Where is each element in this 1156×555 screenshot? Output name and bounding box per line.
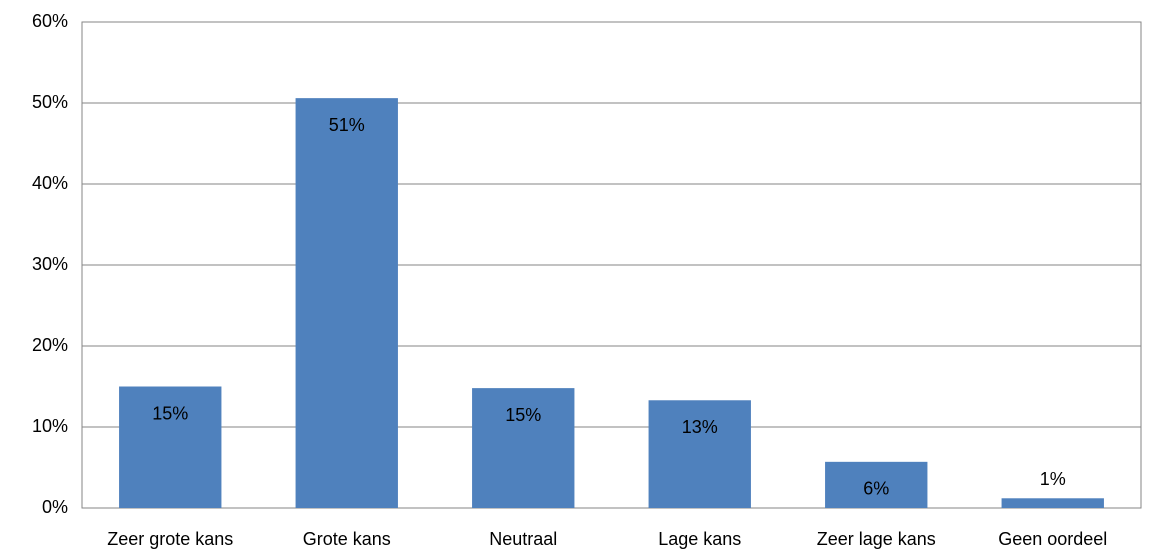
x-tick-label: Zeer lage kans bbox=[817, 529, 936, 549]
x-tick-label: Lage kans bbox=[658, 529, 741, 549]
x-tick-label: Grote kans bbox=[303, 529, 391, 549]
y-tick-label: 40% bbox=[32, 173, 68, 193]
y-tick-label: 50% bbox=[32, 92, 68, 112]
data-label: 51% bbox=[329, 115, 365, 135]
x-tick-label: Neutraal bbox=[489, 529, 557, 549]
bar bbox=[1001, 498, 1104, 508]
data-label: 6% bbox=[863, 479, 889, 499]
bar bbox=[472, 388, 575, 508]
data-label: 15% bbox=[152, 403, 188, 423]
bar bbox=[825, 461, 928, 508]
x-tick-label: Zeer grote kans bbox=[107, 529, 233, 549]
y-tick-label: 20% bbox=[32, 335, 68, 355]
y-tick-label: 30% bbox=[32, 254, 68, 274]
data-label: 13% bbox=[682, 417, 718, 437]
y-tick-label: 10% bbox=[32, 416, 68, 436]
y-tick-label: 60% bbox=[32, 11, 68, 31]
data-label: 15% bbox=[505, 405, 541, 425]
bar bbox=[295, 98, 398, 508]
data-label: 1% bbox=[1040, 469, 1066, 489]
bar bbox=[119, 386, 222, 508]
x-tick-label: Geen oordeel bbox=[998, 529, 1107, 549]
y-tick-label: 0% bbox=[42, 497, 68, 517]
bar bbox=[648, 400, 751, 508]
